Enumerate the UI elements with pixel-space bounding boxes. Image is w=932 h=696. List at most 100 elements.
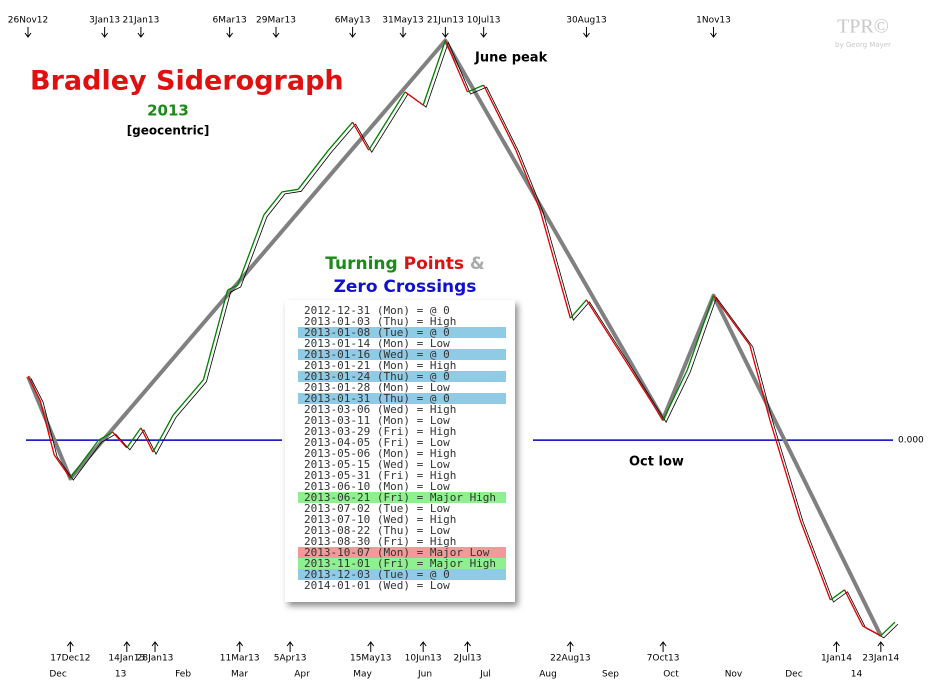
bottom-marker-arrow <box>236 641 244 652</box>
table-row: 2013-01-31 (Thu) = @ 0 <box>298 393 506 404</box>
siderograph-segment <box>27 376 41 401</box>
bottom-marker-label: 22Aug13 <box>550 654 590 664</box>
siderograph-segment <box>297 149 329 190</box>
chart-title: Bradley Siderograph <box>30 66 344 97</box>
x-tick-label: Sep <box>602 670 619 680</box>
table-row: 2013-07-10 (Wed) = High <box>304 513 457 526</box>
bottom-marker-arrow <box>151 641 159 652</box>
siderograph-segment <box>202 289 229 380</box>
bottom-marker-arrow <box>877 641 885 652</box>
bottom-marker-label: 15May13 <box>350 654 392 664</box>
watermark: TPR© <box>837 16 889 38</box>
siderograph-segment <box>662 369 688 421</box>
table-row: 2013-10-07 (Mon) = Major Low <box>298 547 506 558</box>
bottom-marker-arrow <box>419 641 427 652</box>
siderograph-segment <box>515 149 541 211</box>
table-row: 2013-11-01 (Fri) = Major High <box>298 558 506 569</box>
table-row: 2013-07-02 (Tue) = Low <box>304 502 450 515</box>
top-marker-label: 26Nov12 <box>8 16 48 26</box>
siderograph-segment <box>39 400 55 456</box>
siderograph-segment <box>749 344 771 421</box>
table-row: 2013-03-11 (Mon) = Low <box>304 414 450 427</box>
table-row: 2013-01-24 (Thu) = @ 0 <box>298 371 506 382</box>
top-marker-label: 29Mar13 <box>256 16 296 26</box>
top-marker-label: 31May13 <box>382 16 424 26</box>
x-tick-label: Jul <box>479 670 491 680</box>
top-marker-arrow <box>101 27 109 38</box>
x-tick-label: Mar <box>231 670 248 680</box>
table-row: 2013-05-31 (Fri) = High <box>304 469 457 482</box>
siderograph-segment <box>769 419 801 521</box>
siderograph-segment <box>624 359 664 421</box>
turning-points-table: 2012-12-31 (Mon) = @ 0 2013-01-03 (Thu) =… <box>285 300 515 602</box>
siderograph-segment <box>281 188 299 193</box>
siderograph-segment <box>799 519 832 601</box>
top-marker-label: 21Jan13 <box>123 16 160 26</box>
siderograph-segment <box>569 299 587 319</box>
top-marker-arrow <box>710 27 717 38</box>
siderograph-segment <box>140 427 154 453</box>
siderograph-segment <box>352 121 370 151</box>
siderograph-segment <box>53 454 71 479</box>
table-row: 2013-06-10 (Mon) = Low <box>304 480 450 493</box>
zigzag-line <box>26 38 883 637</box>
siderograph-segment <box>843 589 864 627</box>
x-tick-label: Oct <box>663 670 679 680</box>
x-tick-label: Dec <box>49 670 66 680</box>
table-title-part: Turning <box>325 254 397 274</box>
table-row: 2014-01-01 (Wed) = Low <box>304 579 450 592</box>
x-tick-label: Feb <box>175 670 191 680</box>
top-marker-arrow <box>137 27 145 38</box>
top-marker-arrow <box>441 27 449 38</box>
bottom-marker-label: 7Oct13 <box>647 654 680 664</box>
bottom-marker-label: 14Jan13 <box>108 654 145 664</box>
siderograph-segment <box>172 379 204 416</box>
siderograph-segment <box>830 589 845 601</box>
bottom-marker-label: 11Mar13 <box>220 654 260 664</box>
table-row: 2013-08-22 (Thu) = Low <box>304 524 450 537</box>
siderograph-segment <box>539 209 571 319</box>
siderograph-segment <box>263 191 283 216</box>
table-row: 2013-01-28 (Mon) = Low <box>304 381 450 394</box>
siderograph-segment <box>69 439 100 479</box>
chart-subtitle: 2013 <box>147 102 189 120</box>
siderograph-segment <box>112 431 128 449</box>
bottom-marker-arrow <box>367 641 375 652</box>
x-tick-label: 14 <box>851 670 863 680</box>
x-tick-label: Apr <box>294 670 310 680</box>
bottom-marker-arrow <box>286 641 294 652</box>
bottom-marker-label: 23Jan14 <box>862 654 899 664</box>
bottom-marker-arrow <box>833 641 840 652</box>
bottom-marker-arrow <box>66 641 74 652</box>
table-row: 2013-01-03 (Thu) = High <box>304 315 457 328</box>
siderograph-segment <box>585 299 626 361</box>
y-tick-label: 0.000 <box>898 436 924 446</box>
bottom-marker-arrow <box>464 641 471 652</box>
top-marker-label: 6Mar13 <box>213 16 247 26</box>
plot: 0.000 Dec 13 Feb Mar Apr May Jun Jul Aug Sep Oct Nov… <box>8 16 924 680</box>
x-tick-label: May <box>353 670 372 680</box>
top-marker-label: 30Aug13 <box>566 16 606 26</box>
x-tick-label: 13 <box>115 670 126 680</box>
table-subtitle: Zero Crossings <box>334 277 477 297</box>
bottom-marker-arrow <box>566 641 574 652</box>
siderograph-segment <box>327 121 354 151</box>
table-row: 2013-04-05 (Fri) = Low <box>304 436 450 449</box>
top-marker-arrow <box>349 27 357 38</box>
siderograph-segment <box>368 91 406 151</box>
siderograph-segment <box>483 84 517 151</box>
top-marker-arrow <box>399 27 407 38</box>
bottom-marker-label: 2Jul13 <box>454 654 482 664</box>
siderograph-segment <box>98 431 114 441</box>
siderograph-segment <box>862 625 882 637</box>
table-row: 2013-12-03 (Tue) = @ 0 <box>298 569 506 580</box>
table-title-part: & <box>470 254 485 274</box>
siderograph-segment <box>237 214 265 286</box>
chart-note: [geocentric] <box>127 124 210 138</box>
siderograph-segment <box>444 40 469 93</box>
bottom-marker-arrow <box>123 641 131 652</box>
top-marker-arrow <box>583 27 590 38</box>
top-marker-label: 6May13 <box>335 16 371 26</box>
annotation: Oct low <box>629 455 684 470</box>
